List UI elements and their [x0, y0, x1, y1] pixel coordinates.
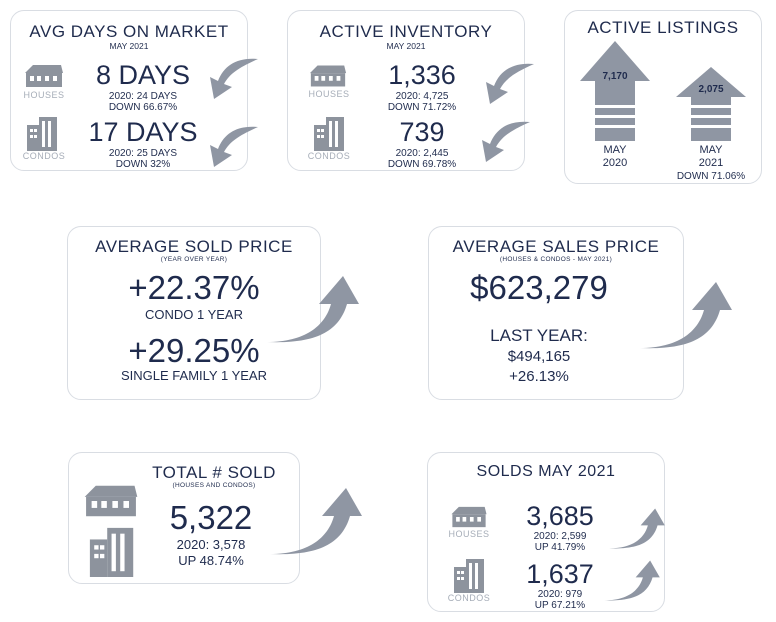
single-family-price-change: +29.25%	[128, 332, 260, 369]
listings-2021-value: 2,075	[698, 84, 724, 95]
condos-inventory-change: DOWN 69.78%	[387, 159, 457, 170]
listings-2021-label-year: 2021	[698, 157, 724, 169]
solds-may-card: SOLDS MAY 2021 HOUSES 3,685 2020: 2,599 …	[427, 452, 665, 612]
condo-building-icon	[454, 559, 484, 593]
condos-label: CONDOS	[22, 151, 66, 161]
house-icon	[309, 65, 347, 87]
last-year-value: $494,165	[507, 348, 571, 365]
houses-label: HOUSES	[308, 89, 350, 99]
total-sold-subtitle: (HOUSES AND CONDOS)	[172, 482, 256, 489]
total-sold-card: TOTAL # SOLD (HOUSES AND CONDOS) 5,322 2…	[68, 452, 300, 584]
condo-building-icon	[89, 527, 134, 577]
condos-inventory-prev: 2020: 2,445	[395, 148, 449, 159]
up-arrow-bar-icon	[580, 41, 650, 141]
down-arrow-icon	[210, 58, 258, 99]
avg-days-card: AVG DAYS ON MARKET MAY 2021 HOUSES 8 DAY…	[10, 10, 248, 171]
houses-days-prev: 2020: 24 DAYS	[108, 91, 178, 102]
active-listings-title: ACTIVE LISTINGS	[587, 18, 739, 37]
listings-2020-label-year: 2020	[602, 157, 628, 169]
house-icon	[84, 485, 138, 517]
total-sold-title: TOTAL # SOLD	[152, 463, 276, 482]
solds-may-title: SOLDS MAY 2021	[476, 463, 616, 480]
single-family-price-label: SINGLE FAMILY 1 YEAR	[121, 368, 267, 383]
down-arrow-icon	[482, 121, 530, 162]
listings-2021-label-month: MAY	[699, 144, 723, 156]
up-arrow-icon	[604, 560, 660, 601]
condos-sold-value: 1,637	[526, 559, 594, 589]
last-year-label: LAST YEAR:	[490, 326, 588, 345]
condos-days-value: 17 DAYS	[88, 117, 198, 147]
houses-sold-value: 3,685	[526, 501, 594, 531]
condo-building-icon	[314, 117, 344, 151]
listings-2021-change: DOWN 71.06%	[676, 171, 746, 182]
total-sold-value: 5,322	[169, 499, 253, 536]
active-inventory-title: ACTIVE INVENTORY	[319, 22, 493, 41]
active-listings-card: ACTIVE LISTINGS 7,170 MAY 2020 2,075 MAY…	[564, 10, 762, 184]
condo-building-icon	[27, 117, 57, 151]
avg-sales-price-value: $623,279	[470, 269, 608, 306]
up-arrow-bar-icon	[676, 67, 746, 141]
avg-days-title: AVG DAYS ON MARKET	[29, 22, 229, 41]
houses-sold-prev: 2020: 2,599	[533, 531, 587, 542]
house-icon	[25, 65, 63, 87]
up-arrow-icon	[270, 488, 362, 555]
active-inventory-card: ACTIVE INVENTORY MAY 2021 HOUSES 1,336 2…	[287, 10, 525, 171]
houses-sold-change: UP 41.79%	[534, 542, 586, 553]
up-arrow-icon	[609, 508, 665, 549]
total-sold-prev: 2020: 3,578	[176, 537, 246, 552]
condos-days-prev: 2020: 25 DAYS	[108, 148, 178, 159]
active-inventory-subtitle: MAY 2021	[386, 41, 426, 51]
condo-price-label: CONDO 1 YEAR	[144, 307, 243, 322]
sales-price-change: +26.13%	[509, 368, 569, 385]
houses-label: HOUSES	[448, 529, 490, 539]
house-icon	[451, 506, 487, 528]
avg-sales-price-card: AVERAGE SALES PRICE (HOUSES & CONDOS - M…	[428, 226, 684, 400]
condo-price-change: +22.37%	[128, 269, 260, 306]
houses-inventory-prev: 2020: 4,725	[395, 91, 449, 102]
avg-days-subtitle: MAY 2021	[109, 41, 149, 51]
condos-label: CONDOS	[447, 593, 491, 603]
houses-inventory-change: DOWN 71.72%	[387, 102, 457, 113]
condos-days-change: DOWN 32%	[115, 159, 171, 170]
avg-sales-price-title: AVERAGE SALES PRICE	[452, 237, 660, 256]
condos-label: CONDOS	[307, 151, 351, 161]
listings-2020-value: 7,170	[602, 71, 628, 82]
houses-days-change: DOWN 66.67%	[108, 102, 178, 113]
up-arrow-icon	[267, 276, 359, 343]
down-arrow-icon	[486, 63, 534, 104]
houses-days-value: 8 DAYS	[95, 60, 191, 90]
avg-sales-price-subtitle: (HOUSES & CONDOS - MAY 2021)	[499, 256, 613, 263]
down-arrow-icon	[210, 126, 258, 167]
total-sold-change: UP 48.74%	[178, 553, 244, 568]
listings-2020-label-month: MAY	[603, 144, 627, 156]
avg-sold-price-title: AVERAGE SOLD PRICE	[95, 237, 293, 256]
avg-sold-price-card: AVERAGE SOLD PRICE (YEAR OVER YEAR) +22.…	[67, 226, 321, 400]
up-arrow-icon	[640, 282, 732, 349]
condos-sold-change: UP 67.21%	[534, 600, 586, 611]
condos-sold-prev: 2020: 979	[537, 589, 583, 600]
houses-label: HOUSES	[23, 90, 65, 100]
avg-sold-price-subtitle: (YEAR OVER YEAR)	[160, 256, 228, 263]
condos-inventory-value: 739	[399, 117, 445, 147]
houses-inventory-value: 1,336	[388, 60, 456, 90]
